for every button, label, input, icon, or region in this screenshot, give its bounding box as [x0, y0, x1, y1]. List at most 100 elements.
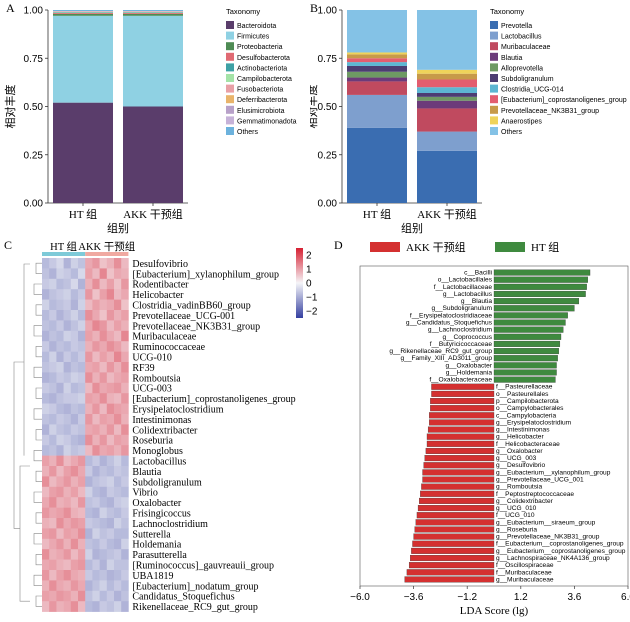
c-heat-cell — [85, 404, 93, 415]
c-heat-cell — [92, 539, 100, 550]
d-lda-bar — [428, 427, 494, 433]
c-heat-cell — [78, 570, 86, 581]
a-y-axis-label: 相对丰度 — [3, 85, 17, 129]
d-lda-bar — [494, 313, 568, 319]
c-heat-cell — [100, 352, 108, 363]
c-heat-cell — [49, 383, 57, 394]
c-heat-cell — [42, 549, 50, 560]
d-x-tick-label: 1.2 — [514, 592, 528, 603]
d-bar-label: o__Lactobacillales — [438, 277, 493, 284]
a-legend-label: Fusobacteriota — [237, 87, 283, 94]
c-heat-cell — [107, 424, 115, 435]
c-heat-cell — [64, 601, 72, 612]
c-heat-cell — [64, 289, 72, 300]
c-heat-cell — [49, 289, 57, 300]
c-heat-cell — [114, 258, 122, 269]
d-bar-label: f__Pasteurellaceae — [496, 384, 553, 391]
c-heat-cell — [107, 435, 115, 446]
b-bar-segment — [347, 66, 407, 72]
c-dendrogram — [14, 263, 42, 606]
d-bar-label: f__Peptostreptococcaceae — [496, 491, 574, 498]
b-legend-label: Lactobacillus — [501, 34, 542, 41]
b-legend-label: Prevotella — [501, 23, 532, 30]
c-heat-cell — [100, 414, 108, 425]
c-heat-cell — [78, 414, 86, 425]
c-heat-cell — [71, 487, 79, 498]
d-legend-swatch — [370, 242, 400, 252]
d-bar-label: g__Eubacterium__siraeum_group — [496, 519, 596, 526]
d-bar-label: f__Butyricicoccaceae — [430, 341, 493, 348]
c-heat-cell — [107, 414, 115, 425]
c-heat-cell — [42, 591, 50, 602]
c-heat-cell — [64, 268, 72, 279]
c-heat-cell — [100, 476, 108, 487]
c-heat-cell — [100, 383, 108, 394]
c-heat-cell — [71, 518, 79, 529]
c-heat-cell — [49, 560, 57, 571]
c-heat-cell — [56, 539, 64, 550]
c-heat-cell — [78, 456, 86, 467]
c-heat-cell — [92, 601, 100, 612]
b-bar-segment — [417, 74, 477, 80]
c-heat-cell — [56, 466, 64, 477]
c-heat-cell — [92, 289, 100, 300]
c-heat-cell — [100, 497, 108, 508]
c-heat-cell — [71, 320, 79, 331]
d-bar-label: g__Family_XIII_AD3011_group — [400, 355, 492, 362]
c-heat-cell — [85, 289, 93, 300]
a-legend-label: Proteobacteria — [237, 44, 283, 51]
c-heat-cell — [85, 352, 93, 363]
c-heat-cell — [100, 341, 108, 352]
c-heat-cell — [114, 310, 122, 321]
c-heat-cell — [121, 560, 129, 571]
c-heat-cell — [100, 435, 108, 446]
c-heat-cell — [56, 435, 64, 446]
d-bar-label: g__Oxalobacter — [445, 362, 492, 369]
c-heat-cell — [92, 320, 100, 331]
c-heat-cell — [121, 539, 129, 550]
c-heat-cell — [56, 570, 64, 581]
c-heat-cell — [64, 372, 72, 383]
c-dendrogram-branch — [34, 450, 42, 460]
c-heat-cell — [107, 539, 115, 550]
c-heat-cell — [64, 362, 72, 373]
c-heat-cell — [42, 580, 50, 591]
c-heat-cell — [107, 601, 115, 612]
c-heat-cell — [71, 300, 79, 311]
c-row-label: Parasutterella — [132, 550, 187, 561]
d-bar-label: g__Eubacterium__coprostanoligenes_group — [496, 548, 626, 555]
c-heat-cell — [114, 352, 122, 363]
c-heat-cell — [107, 383, 115, 394]
c-heat-cell — [85, 549, 93, 560]
c-heat-cell — [85, 362, 93, 373]
c-heat-cell — [85, 539, 93, 550]
c-row-label: Candidatus_Stoquefichus — [132, 592, 234, 603]
c-heat-cell — [92, 466, 100, 477]
c-heat-cell — [92, 352, 100, 363]
c-heat-cell — [100, 518, 108, 529]
c-heat-cell — [64, 445, 72, 456]
d-bar-label: g__Eubacterium__xylanophilum_group — [496, 469, 611, 476]
c-heat-cell — [42, 560, 50, 571]
c-heat-cell — [121, 404, 129, 415]
a-bar-segment — [123, 107, 183, 204]
c-heat-cell — [42, 466, 50, 477]
c-heat-cell — [100, 580, 108, 591]
c-heat-cell — [78, 487, 86, 498]
a-bar-segment — [123, 10, 183, 11]
c-row-label: [Eubacterium]_coprostanoligenes_group — [132, 394, 295, 405]
c-dendrogram-branch — [34, 367, 42, 377]
c-heat-cell — [107, 487, 115, 498]
c-heat-cell — [85, 435, 93, 446]
c-heat-cell — [100, 331, 108, 342]
c-heat-cell — [56, 476, 64, 487]
a-x-axis-label: 组别 — [107, 221, 129, 235]
c-heat-cell — [64, 487, 72, 498]
c-row-label: Erysipelatoclostridium — [132, 405, 223, 416]
c-heat-cell — [85, 300, 93, 311]
c-heat-cell — [64, 539, 72, 550]
d-legend-label: AKK 干预组 — [406, 240, 466, 254]
c-heat-cell — [78, 352, 86, 363]
